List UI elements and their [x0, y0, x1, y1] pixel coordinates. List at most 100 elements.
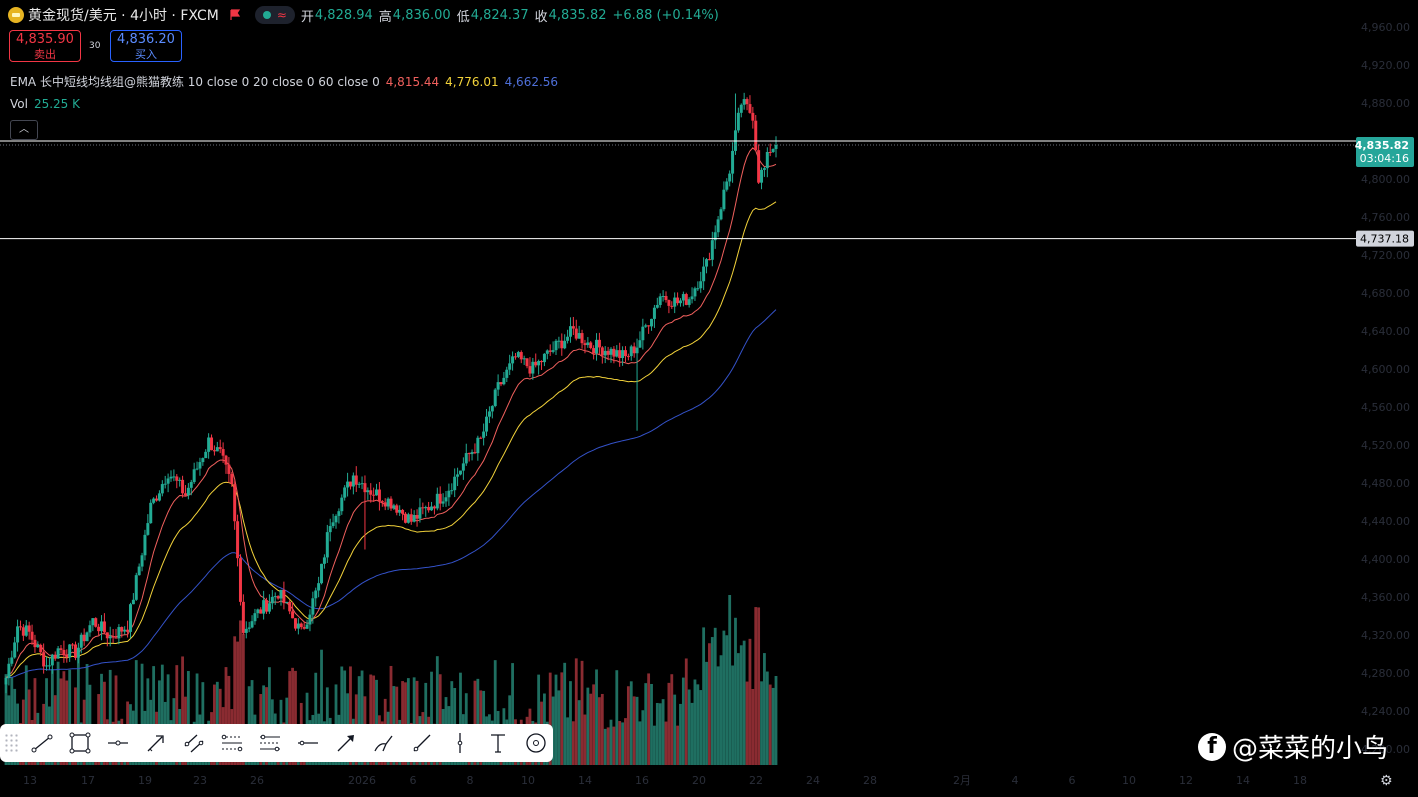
- candle-body: [655, 304, 659, 308]
- sell-button[interactable]: 4,835.90 卖出: [9, 30, 81, 62]
- candle-body: [117, 627, 121, 639]
- vertical-line-tool[interactable]: [446, 729, 474, 757]
- candle-body: [140, 555, 144, 567]
- candle-body: [24, 625, 28, 636]
- volume-bar: [357, 676, 361, 765]
- time-tick-label: 22: [749, 774, 763, 787]
- countdown-label: 03:04:16: [1360, 152, 1409, 165]
- candle-body: [172, 476, 176, 478]
- price-tick-label: 4,480.00: [1361, 477, 1410, 490]
- volume-bar: [412, 677, 416, 765]
- volume-bar: [719, 655, 723, 765]
- volume-bar: [250, 680, 254, 765]
- settings-gear-icon[interactable]: ⚙: [1380, 773, 1393, 789]
- candle-body: [647, 325, 651, 327]
- circle-tool[interactable]: [522, 729, 550, 757]
- volume-bar: [650, 683, 653, 765]
- ema-legend[interactable]: EMA 长中短线均线组@熊猫教练 10 close 0 20 close 0 6…: [10, 73, 558, 90]
- candle-body: [314, 590, 318, 599]
- time-tick-label: 14: [1236, 774, 1250, 787]
- candle-body: [681, 294, 685, 301]
- volume-bar: [574, 658, 578, 765]
- candle-body: [542, 353, 546, 363]
- candle-body: [53, 654, 57, 659]
- candle-body: [522, 358, 526, 360]
- candle-body: [615, 350, 619, 357]
- arrow-tool[interactable]: [142, 729, 170, 757]
- price-tick-label: 4,720.00: [1361, 249, 1410, 262]
- candle-body: [372, 494, 376, 496]
- volume-bar: [763, 653, 766, 765]
- fib-retracement-tool[interactable]: [218, 729, 246, 757]
- drag-handle-icon[interactable]: [4, 733, 18, 753]
- time-tick-label: 14: [578, 774, 592, 787]
- market-status-pill[interactable]: ≈: [254, 6, 295, 24]
- volume-bar: [369, 674, 373, 765]
- candle-body: [705, 259, 709, 267]
- volume-bar: [722, 630, 726, 765]
- parallel-channel-icon: [184, 734, 204, 753]
- horizontal-ray-tool[interactable]: [104, 729, 132, 757]
- text-tool[interactable]: [484, 729, 512, 757]
- symbol-title[interactable]: 黄金现货/美元 · 4小时 · FXCM: [28, 8, 219, 24]
- volume-bar: [592, 684, 596, 765]
- volume-legend[interactable]: Vol 25.25 K: [10, 97, 80, 111]
- candle-body: [114, 637, 118, 639]
- volume-bar: [658, 703, 662, 765]
- candle-body: [748, 104, 752, 113]
- candle-body: [629, 346, 633, 357]
- volume-bar: [569, 681, 572, 765]
- candle-body: [430, 506, 434, 511]
- time-tick-label: 6: [410, 774, 417, 787]
- candle-body: [340, 497, 344, 512]
- arrow-marker-tool[interactable]: [332, 729, 360, 757]
- brush-tool[interactable]: [370, 729, 398, 757]
- flag-icon[interactable]: [229, 9, 241, 21]
- wave-icon: ≈: [276, 8, 287, 22]
- candle-body: [178, 479, 182, 481]
- candle-body: [635, 347, 639, 354]
- volume-bar: [699, 690, 703, 765]
- candle-body: [270, 596, 274, 604]
- pitchfork-tool[interactable]: [256, 729, 284, 757]
- price-tick-label: 4,920.00: [1361, 59, 1410, 72]
- volume-bar: [288, 671, 292, 765]
- candle-body: [676, 297, 680, 304]
- candle-body: [760, 169, 764, 183]
- candle-body: [221, 449, 225, 456]
- candle-body: [56, 648, 60, 659]
- candle-body: [586, 342, 590, 346]
- time-tick-label: 28: [863, 774, 877, 787]
- horizontal-line-tool[interactable]: [294, 729, 322, 757]
- vertical-line-icon: [457, 733, 463, 753]
- candle-body: [299, 623, 303, 628]
- candle-body: [105, 632, 109, 639]
- price-tick-label: 4,360.00: [1361, 591, 1410, 604]
- volume-bar: [742, 640, 746, 765]
- candle-body: [244, 628, 248, 633]
- volume-bar: [745, 681, 749, 765]
- volume-bar: [401, 681, 404, 765]
- buy-button[interactable]: 4,836.20 买入: [110, 30, 182, 62]
- volume-bar: [4, 674, 8, 765]
- chevron-up-icon: ︿: [19, 124, 29, 135]
- volume-bar: [734, 617, 737, 765]
- parallel-channel-tool[interactable]: [180, 729, 208, 757]
- candle-body: [192, 469, 196, 483]
- volume-bar: [687, 689, 691, 765]
- time-tick-label: 8: [467, 774, 474, 787]
- candle-body: [736, 112, 740, 131]
- volume-bar: [725, 635, 729, 765]
- collapse-legend-button[interactable]: ︿: [10, 120, 38, 140]
- candle-body: [528, 366, 532, 374]
- candle-body: [499, 382, 503, 385]
- candle-body: [360, 483, 364, 485]
- close-value: 4,835.82: [548, 7, 607, 23]
- volume-bar: [314, 672, 318, 765]
- trend-line-tool[interactable]: [28, 729, 56, 757]
- ray-line-tool[interactable]: [408, 729, 436, 757]
- rectangle-tool[interactable]: [66, 729, 94, 757]
- candle-body: [186, 487, 190, 496]
- candle-body: [120, 627, 124, 632]
